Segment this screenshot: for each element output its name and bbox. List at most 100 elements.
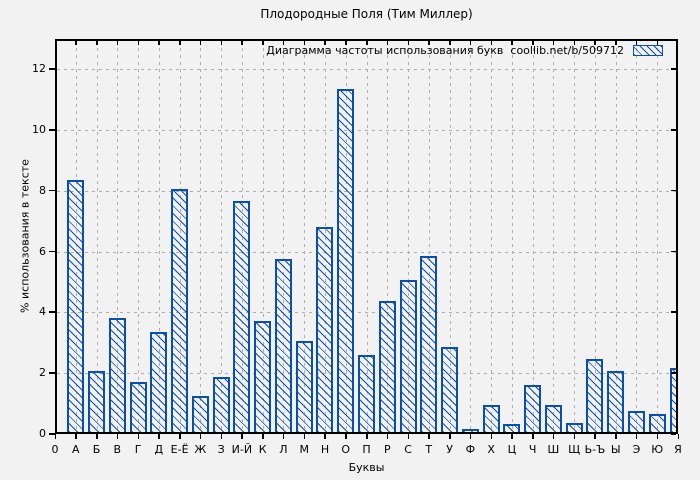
y-axis-title: % использования в тексте	[18, 159, 32, 313]
x-tick	[615, 41, 617, 45]
bar-Г	[129, 381, 147, 432]
x-tick	[303, 434, 306, 439]
y-tick	[671, 129, 676, 131]
gridline-v	[283, 41, 285, 432]
x-axis-title: Буквы	[348, 461, 385, 474]
x-tick	[241, 41, 243, 45]
legend: Диаграмма частоты использования букв coo…	[266, 44, 663, 57]
bar-Ы	[607, 371, 625, 432]
legend-label: Диаграмма частоты использования букв coo…	[266, 44, 624, 57]
x-tick-label: В	[113, 443, 122, 456]
y-tick-label: 12	[32, 62, 46, 76]
gridline-v	[387, 41, 389, 432]
x-tick	[262, 434, 264, 439]
x-tick	[303, 41, 306, 45]
x-tick	[75, 41, 77, 45]
y-tick-label: 10	[32, 123, 46, 137]
gridline-v	[221, 41, 223, 432]
x-tick	[345, 41, 347, 45]
bar-К	[254, 321, 272, 432]
x-tick	[656, 434, 659, 439]
x-tick	[490, 434, 493, 439]
x-tick-label: Ю	[651, 443, 664, 456]
x-tick-label: О	[341, 443, 351, 456]
bar-Э	[627, 410, 645, 432]
bar-Ч	[524, 384, 542, 432]
gridline-v	[553, 41, 555, 432]
x-tick	[282, 41, 285, 45]
x-tick	[366, 434, 368, 439]
y-tick-label: 2	[39, 366, 46, 380]
x-tick-label: Э	[632, 443, 641, 456]
x-tick-label: Н	[320, 443, 330, 456]
x-tick	[386, 41, 389, 45]
x-tick	[386, 434, 389, 439]
x-tick	[552, 41, 555, 45]
x-tick-label: 0	[51, 443, 59, 456]
gridline-v	[511, 41, 513, 432]
x-tick	[407, 41, 410, 45]
bar-Ф	[461, 428, 479, 432]
x-tick	[407, 434, 410, 439]
x-tick	[158, 41, 160, 45]
x-tick-label: Б	[92, 443, 101, 456]
x-tick-label: Т	[425, 443, 433, 456]
x-tick	[158, 434, 160, 439]
y-tick-label: 8	[39, 183, 46, 197]
x-tick-label: С	[404, 443, 412, 456]
x-tick-label: Ь-Ъ	[584, 443, 606, 456]
x-tick	[199, 41, 202, 45]
bar-Д	[150, 331, 168, 432]
x-tick	[428, 434, 430, 439]
x-tick	[116, 41, 119, 45]
bar-Р	[378, 301, 396, 432]
gridline-v	[491, 41, 493, 432]
plot-area	[55, 39, 676, 432]
x-tick	[552, 434, 555, 439]
x-tick-label: Р	[383, 443, 391, 456]
y-tick	[49, 129, 55, 131]
y-tick	[49, 372, 55, 374]
x-tick	[594, 434, 596, 439]
y-tick	[49, 433, 55, 435]
bar-Ж	[191, 395, 209, 432]
x-tick-label: П	[362, 443, 371, 456]
x-tick	[324, 434, 326, 439]
gridline-v	[615, 41, 617, 432]
x-tick-label: Ш	[547, 443, 560, 456]
bar-Н	[316, 226, 334, 432]
x-tick-label: А	[72, 443, 80, 456]
x-tick	[96, 41, 98, 45]
gridline-v	[96, 41, 98, 432]
gridline-v	[408, 41, 410, 432]
bar-О	[337, 88, 355, 432]
x-tick-label: Л	[279, 443, 288, 456]
x-tick-label: Ф	[465, 443, 476, 456]
x-tick-label: Ч	[528, 443, 537, 456]
gridline-v	[138, 41, 140, 432]
bar-Х	[482, 404, 500, 432]
x-tick	[573, 41, 576, 45]
x-tick	[677, 434, 679, 439]
bar-Щ	[565, 422, 583, 432]
x-tick	[179, 41, 181, 45]
y-tick-label: 6	[39, 244, 46, 258]
x-tick	[428, 41, 430, 45]
x-tick	[449, 41, 451, 45]
x-tick	[345, 434, 347, 439]
x-tick-label: Е-Ё	[170, 443, 189, 456]
x-tick	[635, 434, 638, 439]
legend-hatch-swatch-icon	[633, 45, 663, 56]
bar-Л	[274, 258, 292, 432]
bar-С	[399, 280, 417, 432]
bar-З	[212, 377, 230, 432]
chart-title: Плодородные Поля (Тим Миллер)	[260, 7, 473, 21]
x-tick-label: З	[217, 443, 225, 456]
x-tick	[511, 41, 513, 45]
x-tick	[490, 41, 493, 45]
x-tick-label: Я	[674, 443, 682, 456]
x-tick-label: Х	[487, 443, 495, 456]
y-tick	[49, 68, 55, 70]
